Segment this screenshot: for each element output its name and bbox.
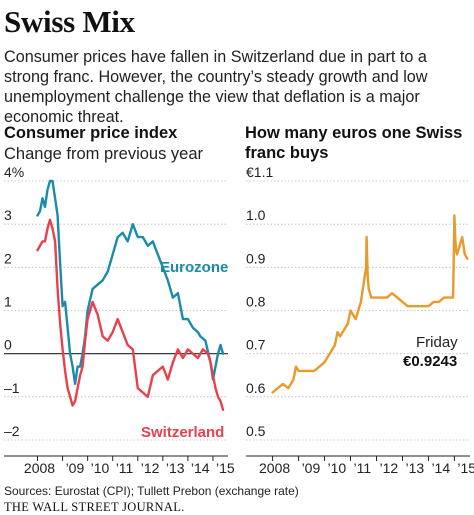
eurozone-series-label: Eurozone [160,259,228,276]
fx-x-tick-label: ’15 [457,460,474,476]
fx-y-tick-label: €1.1 [246,164,273,180]
fx-y-tick-label: 0.8 [246,294,266,310]
publisher-credit: THE WALL STREET JOURNAL. [4,500,185,514]
fx-x-tick-label: ’13 [405,460,424,476]
cpi-x-tick-label: ’13 [166,460,185,476]
cpi-x-tick-label: 2008 [24,460,55,476]
cpi-y-tick-label: 0 [4,337,12,353]
dek-text: Consumer prices have fallen in Switzerla… [4,48,428,126]
cpi-y-tick-label: 1 [4,294,12,310]
fx-x-tick-label: ’10 [328,460,347,476]
cpi-series-line-eurozone [36,179,225,386]
fx-y-tick-label: 0.9 [246,250,266,266]
cpi-y-tick-label: 3 [4,207,12,223]
cpi-x-tick-label: ’12 [141,460,160,476]
cpi-y-tick-label: 4% [4,164,24,180]
cpi-x-tick-label: ’15 [216,460,235,476]
fx-x-tick-label: ’09 [302,460,321,476]
fx-annotation-label: Friday [416,334,458,351]
cpi-x-tick-label: ’09 [66,460,85,476]
page-title: Swiss Mix [4,4,135,39]
fx-series-line-chf-eur [271,214,469,394]
fx-y-tick-label: 0.7 [246,337,266,353]
fx-x-tick-label: ’14 [431,460,450,476]
switzerland-series-label: Switzerland [141,424,224,441]
source-note: Sources: Eurostat (CPI); Tullett Prebon … [4,484,299,498]
cpi-y-tick-label: –2 [4,423,20,439]
cpi-series-line-switzerland [36,218,225,411]
fx-x-tick-label: ’11 [354,460,372,476]
fx-y-tick-label: 0.5 [246,423,266,439]
cpi-x-tick-label: ’14 [191,460,210,476]
cpi-chart-title: Consumer price index [4,124,178,142]
cpi-chart-subtitle: Change from previous year [4,145,204,163]
cpi-x-tick-label: ’10 [91,460,110,476]
cpi-y-tick-label: 2 [4,250,12,266]
fx-y-tick-label: 1.0 [246,207,266,223]
cpi-y-tick-label: –1 [4,380,20,396]
fx-annotation-value: €0.9243 [403,353,457,370]
fx-x-tick-label: 2008 [259,460,290,476]
fx-y-tick-label: 0.6 [246,380,266,396]
fx-chart-title: How many euros one Swiss franc buys [245,124,463,162]
cpi-x-tick-label: ’11 [116,460,134,476]
fx-x-tick-label: ’12 [379,460,398,476]
